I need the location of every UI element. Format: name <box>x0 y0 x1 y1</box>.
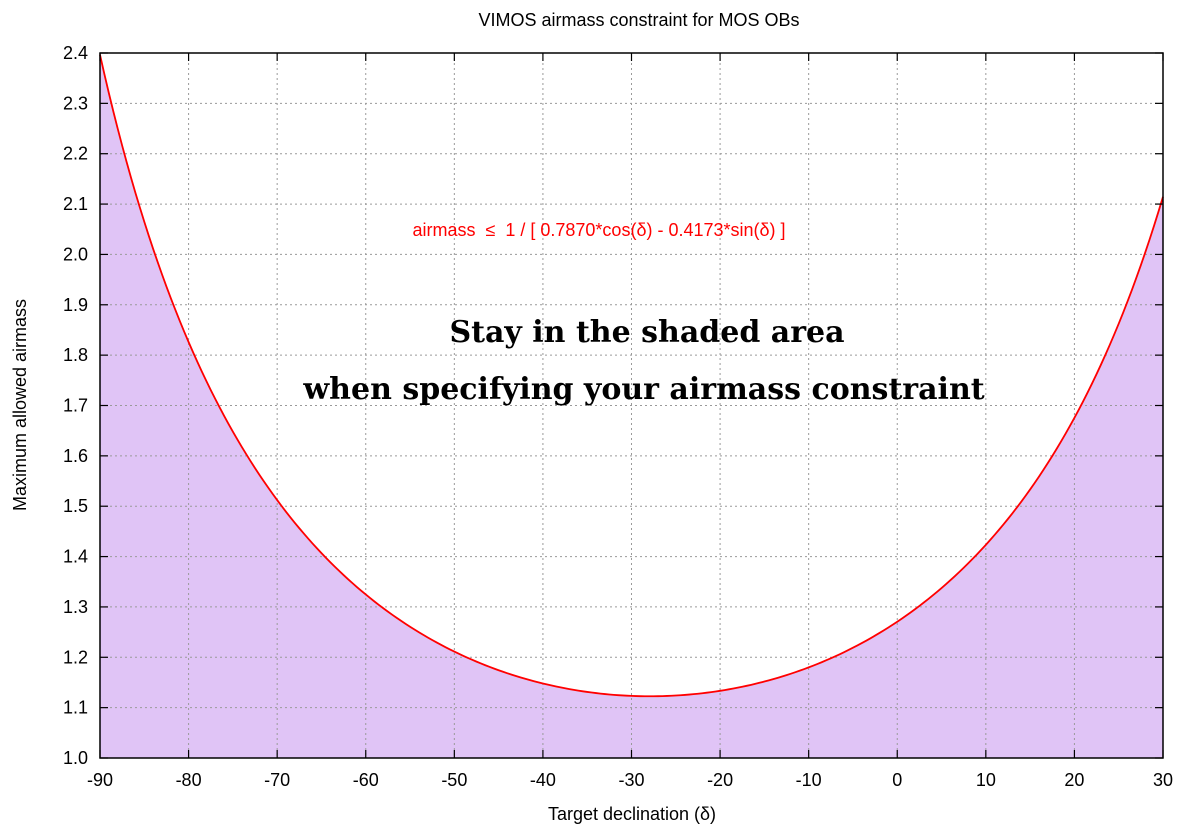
chart-title: VIMOS airmass constraint for MOS OBs <box>478 10 799 30</box>
x-axis-label: Target declination (δ) <box>548 804 716 824</box>
y-tick-label: 1.3 <box>63 597 88 617</box>
y-tick-label: 1.5 <box>63 496 88 516</box>
x-tick-label: -30 <box>618 770 644 790</box>
x-tick-label: -40 <box>530 770 556 790</box>
x-tick-label: -80 <box>176 770 202 790</box>
x-tick-label: -20 <box>707 770 733 790</box>
airmass-limit-curve <box>99 54 1164 698</box>
curve-layer <box>99 54 1164 698</box>
y-tick-label: 2.3 <box>63 93 88 113</box>
y-tick-label: 2.1 <box>63 194 88 214</box>
gridlines <box>100 53 1163 758</box>
y-tick-label: 1.4 <box>63 547 88 567</box>
y-tick-label: 1.7 <box>63 396 88 416</box>
shaded-allowed-area <box>100 54 1163 758</box>
annotation-line-1: Stay in the shaded area <box>449 315 844 350</box>
y-tick-label: 1.0 <box>63 748 88 768</box>
x-tick-label: -10 <box>796 770 822 790</box>
x-axis-ticks: -90 -80 -70 -60 -50 -40 -30 -20 -10 0 10 20 30 <box>87 53 1173 790</box>
x-tick-label: 30 <box>1153 770 1173 790</box>
y-tick-label: 2.2 <box>63 144 88 164</box>
x-tick-label: 10 <box>976 770 996 790</box>
y-tick-label: 1.2 <box>63 647 88 667</box>
x-tick-label: 0 <box>892 770 902 790</box>
y-tick-label: 2.0 <box>63 244 88 264</box>
x-tick-label: -60 <box>353 770 379 790</box>
y-tick-label: 1.6 <box>63 446 88 466</box>
x-tick-label: -90 <box>87 770 113 790</box>
x-tick-label: -50 <box>441 770 467 790</box>
y-axis-label: Maximum allowed airmass <box>10 299 30 511</box>
shaded-area-layer <box>100 54 1163 758</box>
formula-annotation: airmass ≤ 1 / [ 0.7870*cos(δ) - 0.4173*s… <box>412 220 785 240</box>
y-tick-label: 1.8 <box>63 345 88 365</box>
y-axis-ticks: 1.0 1.1 1.2 1.3 1.4 1.5 1.6 1.7 1.8 1.9 2.0 2.1 2.2 2… <box>63 43 1163 768</box>
y-tick-label: 1.9 <box>63 295 88 315</box>
x-tick-label: -70 <box>264 770 290 790</box>
annotation-line-2: when specifying your airmass constraint <box>302 372 984 407</box>
x-tick-label: 20 <box>1064 770 1084 790</box>
y-tick-label: 2.4 <box>63 43 88 63</box>
y-tick-label: 1.1 <box>63 698 88 718</box>
